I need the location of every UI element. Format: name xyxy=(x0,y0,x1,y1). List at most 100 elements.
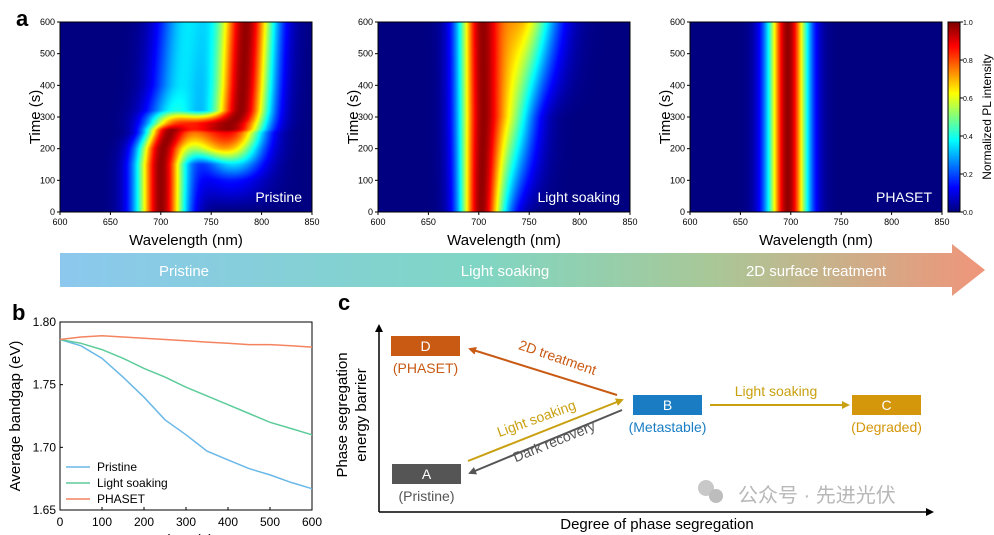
x-tick-label: 750 xyxy=(204,217,219,227)
y-tick-label: 100 xyxy=(358,175,373,185)
colorbar-tick-label: 1.0 xyxy=(963,20,973,27)
x-tick-label: 700 xyxy=(471,217,486,227)
x-tick-label: 850 xyxy=(934,217,949,227)
x-tick-label: 500 xyxy=(260,515,280,529)
state-id: B xyxy=(663,397,672,413)
panel-label-b: b xyxy=(12,300,25,325)
state-id: A xyxy=(422,466,432,482)
x-tick-label: 650 xyxy=(421,217,436,227)
series-line-pristine xyxy=(59,338,313,490)
state-box-a xyxy=(392,464,461,484)
banner-label: Light soaking xyxy=(461,263,549,280)
colorbar-frame xyxy=(947,21,961,213)
y-tick-label: 0 xyxy=(50,207,55,217)
heatmap-frame xyxy=(689,21,943,213)
y-axis-label: Phase segregation xyxy=(334,352,351,477)
x-tick-label: 600 xyxy=(370,217,385,227)
state-caption: (PHASET) xyxy=(393,360,458,376)
x-axis-label: Wavelength (nm) xyxy=(129,232,243,249)
x-tick-label: 600 xyxy=(302,515,322,529)
y-tick-label: 1.75 xyxy=(33,378,57,392)
x-tick-label: 200 xyxy=(134,515,154,529)
y-tick-label: 600 xyxy=(670,17,685,27)
colorbar xyxy=(948,22,960,212)
y-tick-label: 300 xyxy=(670,112,685,122)
heatmap-annotation: Pristine xyxy=(255,189,302,205)
heatmap-phaset xyxy=(690,22,942,212)
x-tick-label: 800 xyxy=(884,217,899,227)
y-tick-label: 400 xyxy=(670,80,685,90)
x-axis-label: Time (s) xyxy=(159,532,213,535)
state-caption: (Metastable) xyxy=(629,419,707,435)
heatmap-annotation: PHASET xyxy=(876,189,932,205)
colorbar-tick-label: 0.6 xyxy=(963,96,973,103)
heatmap-pristine xyxy=(60,22,312,212)
heatmap-light-soaking xyxy=(378,22,630,212)
legend-label: Light soaking xyxy=(97,476,168,490)
y-tick-label: 300 xyxy=(40,112,55,122)
watermark: 公众号 · 先进光伏 xyxy=(738,484,896,507)
wechat-logo-icon xyxy=(698,480,714,496)
x-tick-label: 700 xyxy=(783,217,798,227)
y-tick-label: 1.65 xyxy=(33,503,57,517)
y-axis-label: Time (s) xyxy=(345,90,362,144)
y-tick-label: 400 xyxy=(40,80,55,90)
x-tick-label: 300 xyxy=(176,515,196,529)
x-tick-label: 800 xyxy=(254,217,269,227)
x-tick-label: 600 xyxy=(682,217,697,227)
x-tick-label: 750 xyxy=(522,217,537,227)
transition-label: Light soaking xyxy=(735,383,818,399)
state-caption: (Degraded) xyxy=(851,419,922,435)
x-axis-label: Wavelength (nm) xyxy=(759,232,873,249)
state-id: C xyxy=(881,397,891,413)
x-tick-label: 600 xyxy=(52,217,67,227)
x-tick-label: 650 xyxy=(733,217,748,227)
heatmap-annotation: Light soaking xyxy=(537,189,620,205)
y-tick-label: 500 xyxy=(670,49,685,59)
y-tick-label: 200 xyxy=(670,144,685,154)
y-tick-label: 1.80 xyxy=(33,315,57,329)
state-id: D xyxy=(420,338,430,354)
series-line-light-soaking xyxy=(59,338,313,436)
state-box-c xyxy=(852,395,921,415)
banner-label: 2D surface treatment xyxy=(746,263,887,280)
x-tick-label: 800 xyxy=(572,217,587,227)
x-tick-label: 700 xyxy=(153,217,168,227)
legend-label: PHASET xyxy=(97,492,146,506)
panel-label-c: c xyxy=(338,290,350,315)
transition-label: 2D treatment xyxy=(517,337,599,379)
y-tick-label: 1.70 xyxy=(33,440,57,454)
series-line-phaset xyxy=(59,335,313,348)
heatmap-frame xyxy=(377,21,631,213)
banner-label: Pristine xyxy=(159,263,209,280)
colorbar-label: Normalized PL intensity xyxy=(980,54,994,180)
x-axis-label: Wavelength (nm) xyxy=(447,232,561,249)
panel-label-a: a xyxy=(16,6,29,31)
y-axis-label: energy barrier xyxy=(353,368,370,461)
y-tick-label: 500 xyxy=(40,49,55,59)
x-tick-label: 750 xyxy=(834,217,849,227)
colorbar-tick-label: 0.8 xyxy=(963,58,973,65)
y-tick-label: 300 xyxy=(358,112,373,122)
state-box-b xyxy=(633,395,702,415)
x-tick-label: 0 xyxy=(57,515,64,529)
y-tick-label: 0 xyxy=(680,207,685,217)
y-tick-label: 600 xyxy=(358,17,373,27)
colorbar-tick-label: 0.2 xyxy=(963,172,973,179)
x-tick-label: 850 xyxy=(304,217,319,227)
y-tick-label: 200 xyxy=(40,144,55,154)
y-tick-label: 400 xyxy=(358,80,373,90)
y-tick-label: 600 xyxy=(40,17,55,27)
x-tick-label: 400 xyxy=(218,515,238,529)
colorbar-tick-label: 0.0 xyxy=(963,210,973,217)
y-tick-label: 100 xyxy=(40,175,55,185)
y-tick-label: 500 xyxy=(358,49,373,59)
x-axis-label: Degree of phase segregation xyxy=(560,516,753,533)
y-axis-label: Time (s) xyxy=(657,90,674,144)
y-tick-label: 100 xyxy=(670,175,685,185)
x-tick-label: 850 xyxy=(622,217,637,227)
transition-arrow xyxy=(468,346,618,396)
state-box-d xyxy=(391,336,460,356)
legend-label: Pristine xyxy=(97,460,137,474)
